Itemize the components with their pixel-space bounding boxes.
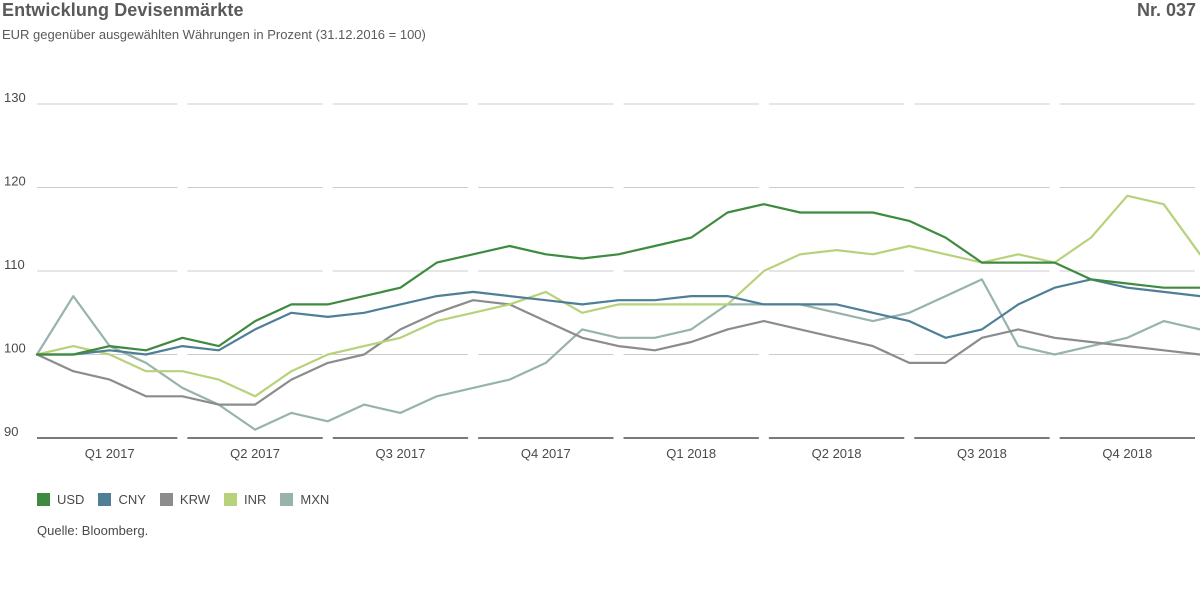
series-line-cny (35, 278, 1200, 356)
legend-item-cny: CNY (98, 492, 146, 507)
chart-subtitle: EUR gegenüber ausgewählten Währungen in … (2, 27, 426, 42)
legend: USD CNY KRW INR MXN (37, 492, 329, 507)
legend-label-usd: USD (57, 492, 85, 507)
legend-swatch-mxn (280, 493, 294, 506)
y-tick-label-100: 100 (4, 341, 26, 356)
source-note: Quelle: Bloomberg. (37, 523, 149, 538)
x-tick-label: Q2 2018 (812, 446, 862, 461)
legend-item-mxn: MXN (280, 492, 329, 507)
chart-title: Entwicklung Devisenmärkte (2, 0, 244, 20)
series-layer (35, 194, 1200, 431)
legend-label-cny: CNY (118, 492, 146, 507)
series-line-usd (35, 203, 1200, 356)
x-tick-label: Q2 2017 (230, 446, 280, 461)
grid-layer (37, 103, 1195, 355)
legend-label-inr: INR (244, 492, 267, 507)
line-chart: 90 100 110 120 130 Q1 2017 Q2 2017 Q3 2017 Q4 2… (4, 90, 1200, 461)
legend-swatch-krw (159, 493, 173, 506)
x-tick-label: Q3 2018 (957, 446, 1007, 461)
legend-item-usd: USD (37, 492, 84, 507)
x-axis: Q1 2017 Q2 2017 Q3 2017 Q4 2017 Q1 2018 Q2 20… (37, 437, 1195, 461)
legend-label-krw: KRW (179, 492, 211, 507)
y-tick-label-90: 90 (4, 424, 18, 439)
y-tick-labels: 90 100 110 120 130 (4, 90, 26, 439)
series-line-mxn (35, 278, 1200, 431)
x-tick-label: Q3 2017 (376, 446, 426, 461)
legend-swatch-inr (224, 493, 238, 506)
series-line-krw (35, 299, 1200, 406)
legend-item-inr: INR (224, 492, 266, 507)
legend-label-mxn: MXN (300, 492, 330, 507)
x-tick-label: Q4 2018 (1102, 446, 1152, 461)
series-line-inr (35, 194, 1200, 398)
legend-item-krw: KRW (159, 492, 211, 507)
x-tick-label: Q1 2018 (666, 446, 716, 461)
y-tick-label-110: 110 (4, 257, 25, 272)
legend-swatch-cny (98, 493, 112, 506)
y-tick-label-120: 120 (4, 174, 26, 189)
x-tick-label: Q1 2017 (85, 446, 135, 461)
x-tick-label: Q4 2017 (521, 446, 571, 461)
chart-number: Nr. 037 (1136, 0, 1196, 20)
y-tick-label-130: 130 (4, 90, 26, 105)
legend-swatch-usd (37, 493, 50, 506)
